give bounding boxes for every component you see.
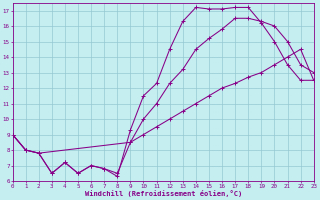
X-axis label: Windchill (Refroidissement éolien,°C): Windchill (Refroidissement éolien,°C): [84, 190, 242, 197]
